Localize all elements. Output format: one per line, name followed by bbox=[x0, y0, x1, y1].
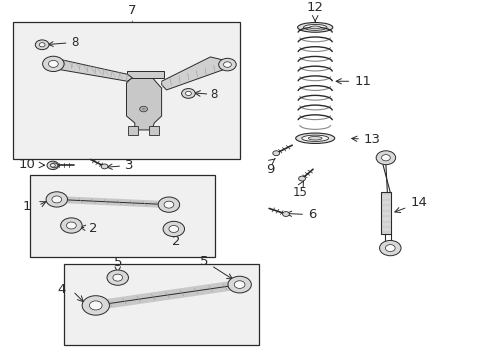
Ellipse shape bbox=[303, 24, 326, 30]
Bar bbox=[13, 22, 239, 159]
Bar bbox=[380, 193, 390, 234]
Circle shape bbox=[66, 222, 76, 229]
Circle shape bbox=[379, 240, 400, 256]
Text: 13: 13 bbox=[351, 133, 380, 146]
Circle shape bbox=[218, 58, 236, 71]
Ellipse shape bbox=[295, 133, 334, 144]
Circle shape bbox=[298, 176, 305, 181]
Circle shape bbox=[234, 281, 244, 288]
Circle shape bbox=[163, 201, 173, 208]
Circle shape bbox=[381, 154, 389, 161]
Text: 2: 2 bbox=[172, 235, 180, 248]
Circle shape bbox=[47, 161, 59, 170]
Bar bbox=[149, 126, 159, 135]
Ellipse shape bbox=[308, 136, 322, 140]
Circle shape bbox=[89, 301, 102, 310]
Text: 5: 5 bbox=[200, 255, 232, 279]
Circle shape bbox=[282, 212, 289, 216]
Text: 8: 8 bbox=[48, 36, 79, 49]
Text: 10: 10 bbox=[19, 158, 36, 171]
Circle shape bbox=[46, 192, 67, 207]
Text: 3: 3 bbox=[107, 159, 133, 172]
Polygon shape bbox=[52, 59, 132, 81]
Circle shape bbox=[35, 40, 49, 50]
Polygon shape bbox=[126, 74, 161, 130]
Circle shape bbox=[227, 276, 251, 293]
Circle shape bbox=[61, 218, 82, 233]
Circle shape bbox=[140, 106, 147, 112]
Circle shape bbox=[142, 108, 145, 110]
Text: 11: 11 bbox=[335, 75, 370, 88]
Bar bbox=[64, 264, 259, 345]
Circle shape bbox=[185, 91, 191, 95]
Circle shape bbox=[168, 225, 178, 233]
Circle shape bbox=[101, 164, 108, 169]
Text: 9: 9 bbox=[265, 163, 273, 176]
Circle shape bbox=[42, 56, 64, 72]
Bar bbox=[128, 126, 138, 135]
Text: 2: 2 bbox=[80, 222, 98, 235]
Ellipse shape bbox=[297, 23, 332, 32]
Circle shape bbox=[107, 270, 128, 285]
Text: 4: 4 bbox=[57, 283, 65, 296]
Text: 15: 15 bbox=[292, 185, 307, 198]
Ellipse shape bbox=[309, 26, 320, 29]
Polygon shape bbox=[161, 57, 229, 90]
Circle shape bbox=[158, 197, 179, 212]
Circle shape bbox=[163, 221, 184, 237]
Text: 6: 6 bbox=[286, 208, 316, 221]
Text: 5: 5 bbox=[113, 256, 122, 269]
Circle shape bbox=[48, 60, 58, 67]
Text: 7: 7 bbox=[128, 4, 136, 17]
Text: 1: 1 bbox=[23, 200, 31, 213]
Circle shape bbox=[52, 196, 61, 203]
Circle shape bbox=[51, 163, 58, 168]
Text: 14: 14 bbox=[394, 197, 427, 212]
Circle shape bbox=[82, 296, 109, 315]
Circle shape bbox=[223, 62, 231, 67]
Circle shape bbox=[181, 89, 195, 98]
Bar bbox=[30, 175, 215, 257]
Text: 8: 8 bbox=[210, 88, 217, 101]
Circle shape bbox=[39, 43, 45, 47]
Circle shape bbox=[272, 151, 279, 156]
Circle shape bbox=[113, 274, 122, 281]
Circle shape bbox=[385, 244, 394, 252]
Circle shape bbox=[50, 164, 55, 167]
Ellipse shape bbox=[301, 135, 328, 141]
Text: 12: 12 bbox=[306, 1, 323, 14]
Polygon shape bbox=[127, 71, 163, 78]
Circle shape bbox=[375, 151, 395, 165]
